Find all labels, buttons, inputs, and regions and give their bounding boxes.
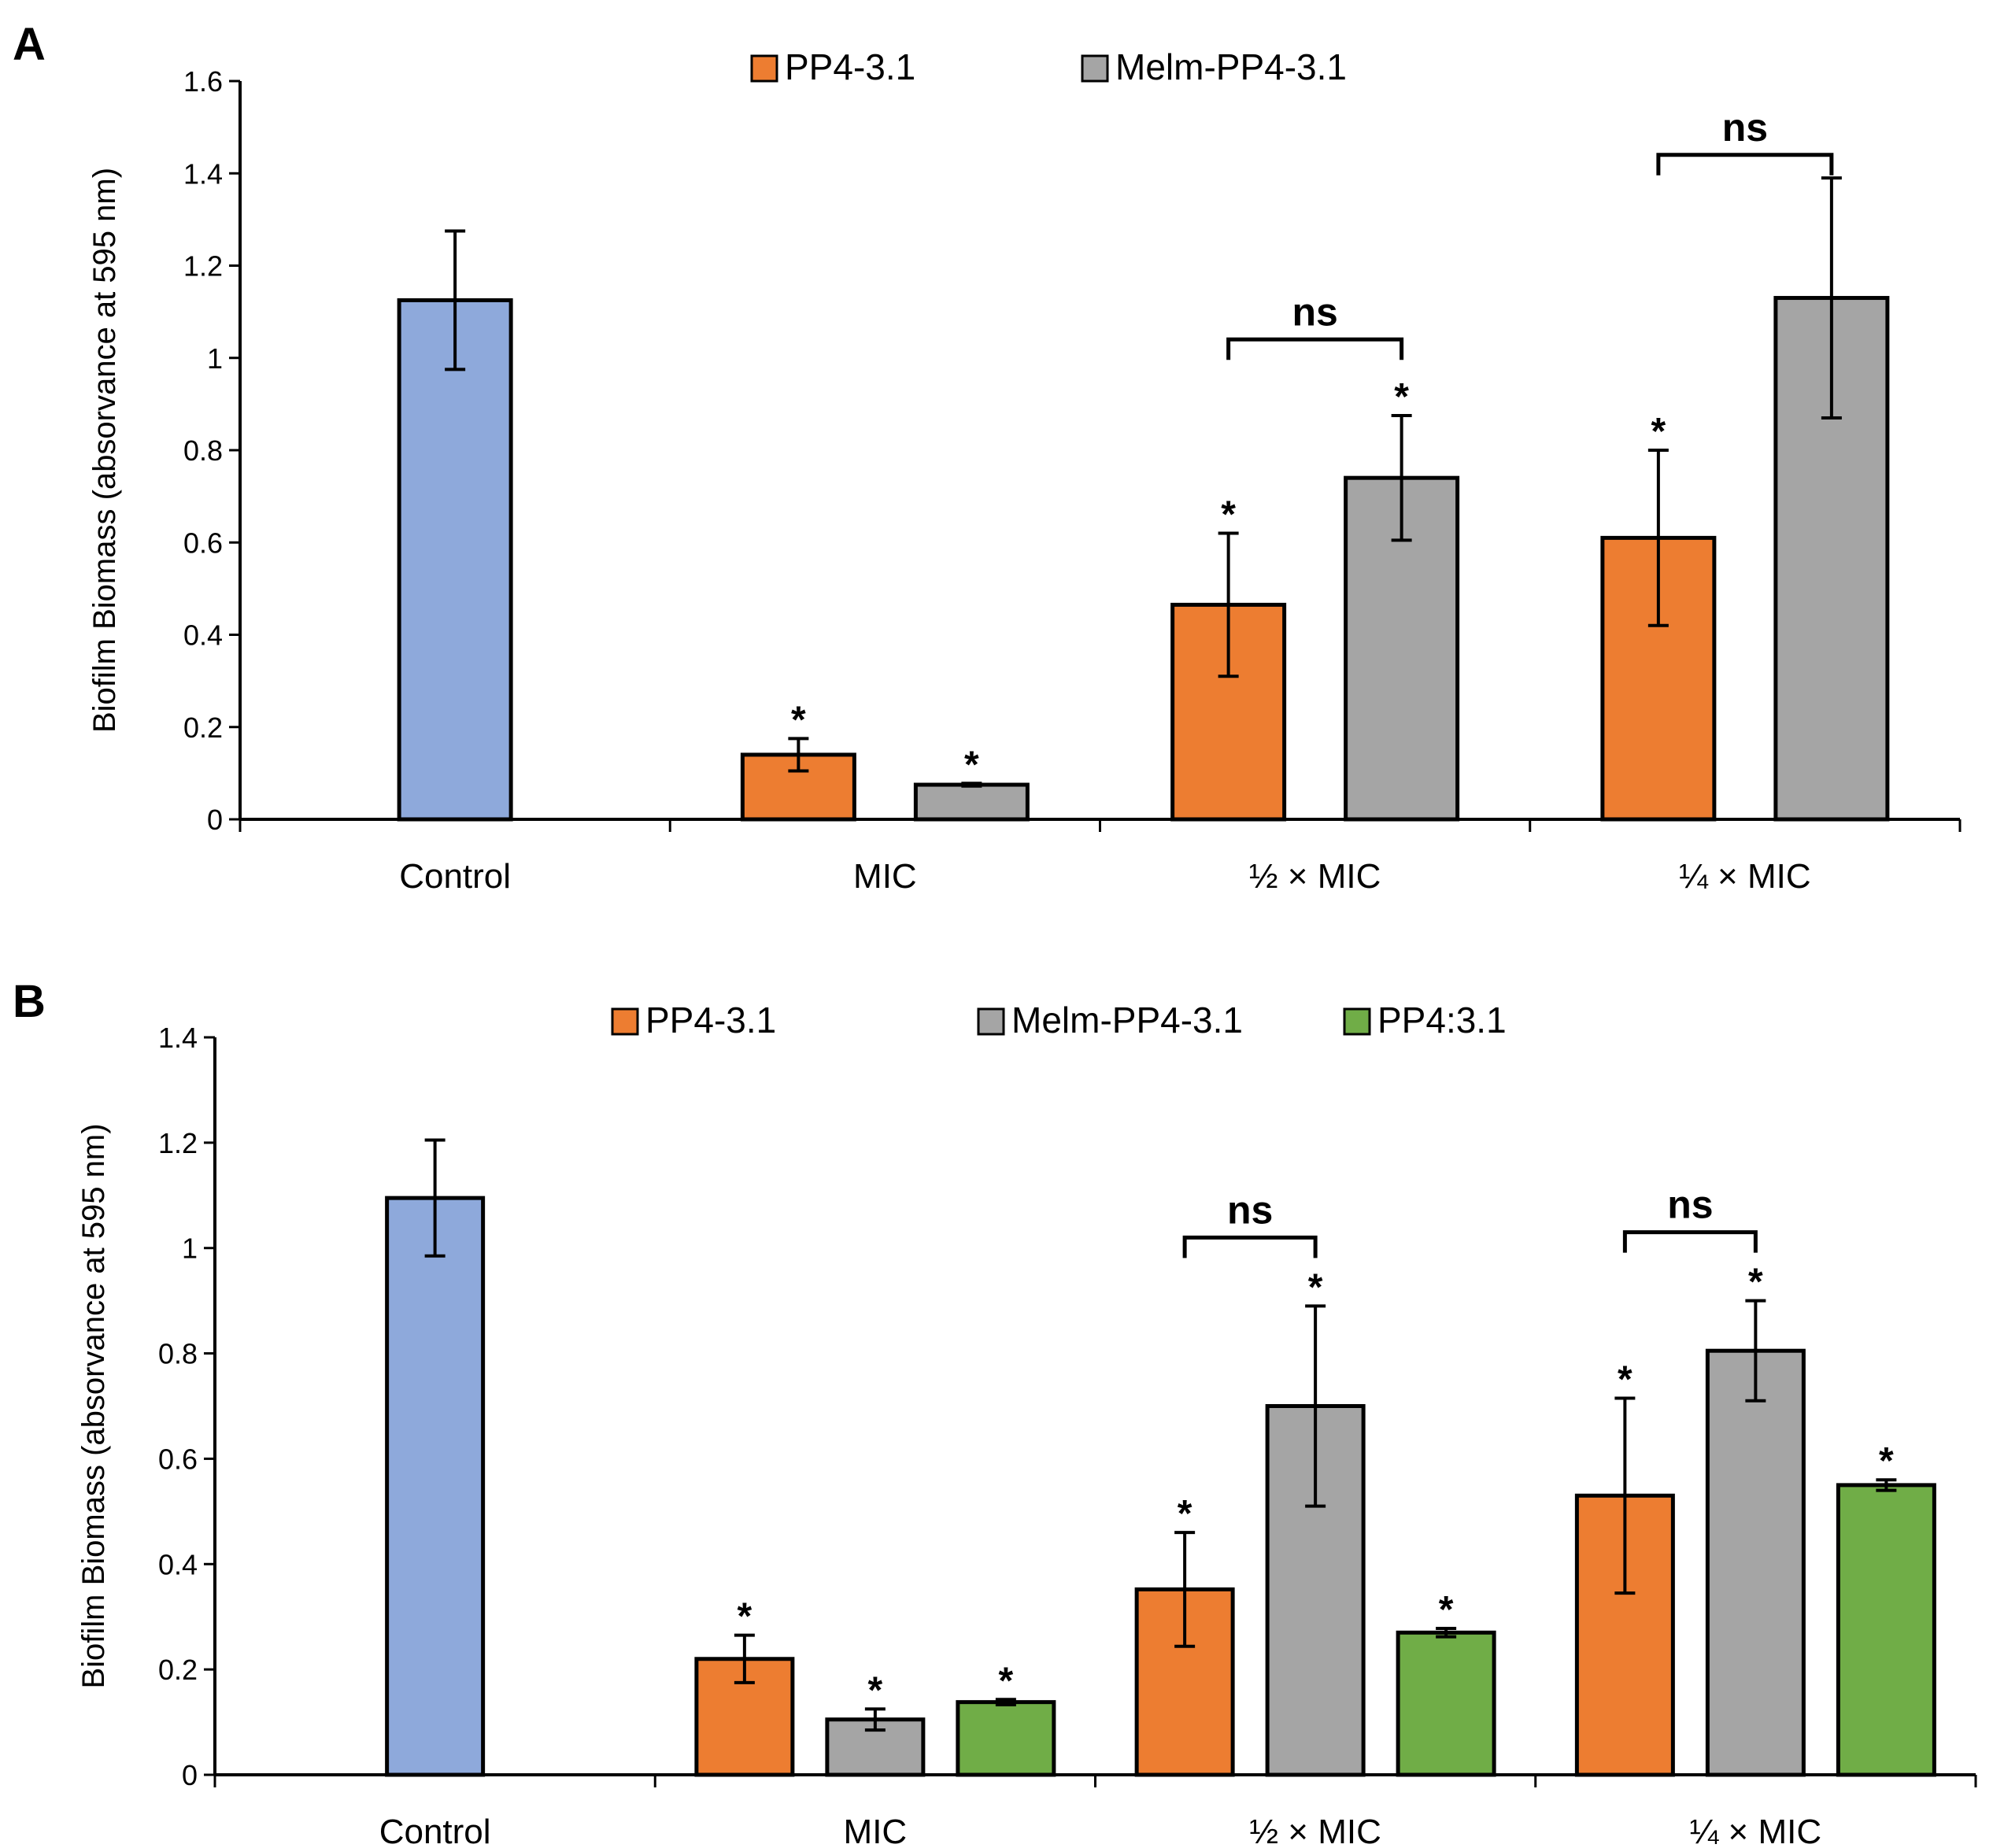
panel-b-significance-star: * [868,1669,883,1711]
chart-panel-b: 0 0.2 0.4 0.6 0.8 1 1.2 1.4 Control MIC ½ × MIC ¼ ×… [76,1000,1977,1848]
panel-b-significance-star: * [999,1660,1014,1702]
panel-b-legend-swatch [611,1007,639,1036]
panel-letter-b: B [13,976,46,1027]
chart-panel-a: 0 0.2 0.4 0.6 0.8 1 1.2 1.4 1.6 Control MIC ½ × MIC… [87,46,1962,896]
panel-b-category-label: Control [379,1813,491,1848]
panel-b-y-tick-label: 1.2 [158,1127,198,1159]
panel-b-y-tick-label: 0.8 [158,1338,198,1370]
panel-b-significance-star: * [1178,1493,1192,1535]
panel-a-ns-label: ns [1722,105,1768,150]
panel-a-ns-label: ns [1292,290,1337,334]
panel-a-ns-bracket [1226,337,1404,360]
panel-a-significance-star: * [791,699,806,741]
panel-b-category-label: ¼ × MIC [1690,1813,1822,1848]
panel-a-y-tick-label: 1.4 [183,157,223,190]
panel-a-y-tick-label: 1 [207,342,223,375]
panel-a-legend-swatch [750,54,778,83]
panel-b-y-tick-label: 0.2 [158,1654,198,1686]
panel-b-significance-star: * [1308,1266,1323,1308]
panel-b-bar [385,1196,486,1777]
panel-a-bar [913,782,1030,822]
panel-a-y-tick-label: 0.2 [183,711,223,744]
panel-a-y-tick-label: 0.8 [183,434,223,467]
panel-b-significance-star: * [1439,1589,1454,1631]
panel-b-y-tick-label: 1.4 [158,1022,198,1054]
panel-b-significance-star: * [1879,1440,1894,1482]
panel-a-y-tick-label: 1.6 [183,65,223,98]
panel-b-ns-bracket [1622,1230,1758,1253]
panel-b-y-axis-label: Biofilm Biomass (absorvance at 595 nm) [76,1123,111,1688]
panel-a-category-label: MIC [853,857,917,896]
panel-b-legend-swatch [1343,1007,1371,1036]
panel-b-bar [1836,1483,1936,1777]
panel-b-y-tick-label: 0 [182,1759,198,1791]
panel-b-legend-entry: PP4:3.1 [1377,1000,1507,1040]
panel-a-y-axis-label: Biofilm Biomass (absorvance at 595 nm) [87,168,122,733]
panel-a-category-label: ½ × MIC [1249,857,1381,896]
panel-a-significance-star: * [1221,494,1236,536]
panel-b-significance-star: * [1618,1358,1632,1400]
panel-a-category-label: ¼ × MIC [1679,857,1811,896]
panel-b-legend-entry: PP4-3.1 [645,1000,776,1040]
panel-a-y-tick-label: 1.2 [183,250,223,283]
panel-b-legend-swatch [977,1007,1005,1036]
panel-b-y-tick-label: 1 [182,1233,198,1265]
panel-a-legend-entry: PP4-3.1 [785,46,915,87]
panel-b-ns-bracket [1182,1235,1318,1258]
panel-a-y-tick-label: 0 [207,804,223,836]
panel-a-legend-swatch [1081,54,1109,83]
panel-a-category-label: Control [399,857,511,896]
panel-b-ns-label: ns [1667,1183,1713,1227]
panel-a-ns-bracket [1656,153,1834,176]
panel-b-bar [825,1717,926,1777]
panel-letter-a: A [13,19,46,70]
panel-a-significance-star: * [964,744,979,785]
panel-a-y-tick-label: 0.6 [183,527,223,559]
panel-a-significance-star: * [1394,376,1409,418]
panel-b-y-tick-label: 0.4 [158,1548,198,1580]
panel-a-y-tick-label: 0.4 [183,619,223,652]
panel-a-legend-entry: Melm-PP4-3.1 [1115,46,1347,87]
panel-b-significance-star: * [738,1596,752,1638]
panel-b-category-label: MIC [844,1813,908,1848]
panel-b-significance-star: * [1748,1262,1763,1303]
panel-a-bar [397,298,513,822]
panel-b-bar [1396,1630,1496,1777]
panel-b-bar [956,1700,1056,1777]
panel-b-category-label: ½ × MIC [1249,1813,1381,1848]
panel-b-y-tick-label: 0.6 [158,1443,198,1475]
panel-b-legend-entry: Melm-PP4-3.1 [1011,1000,1243,1040]
panel-b-ns-label: ns [1227,1188,1273,1232]
panel-a-significance-star: * [1651,411,1666,453]
panel-b-bar [1705,1348,1806,1777]
